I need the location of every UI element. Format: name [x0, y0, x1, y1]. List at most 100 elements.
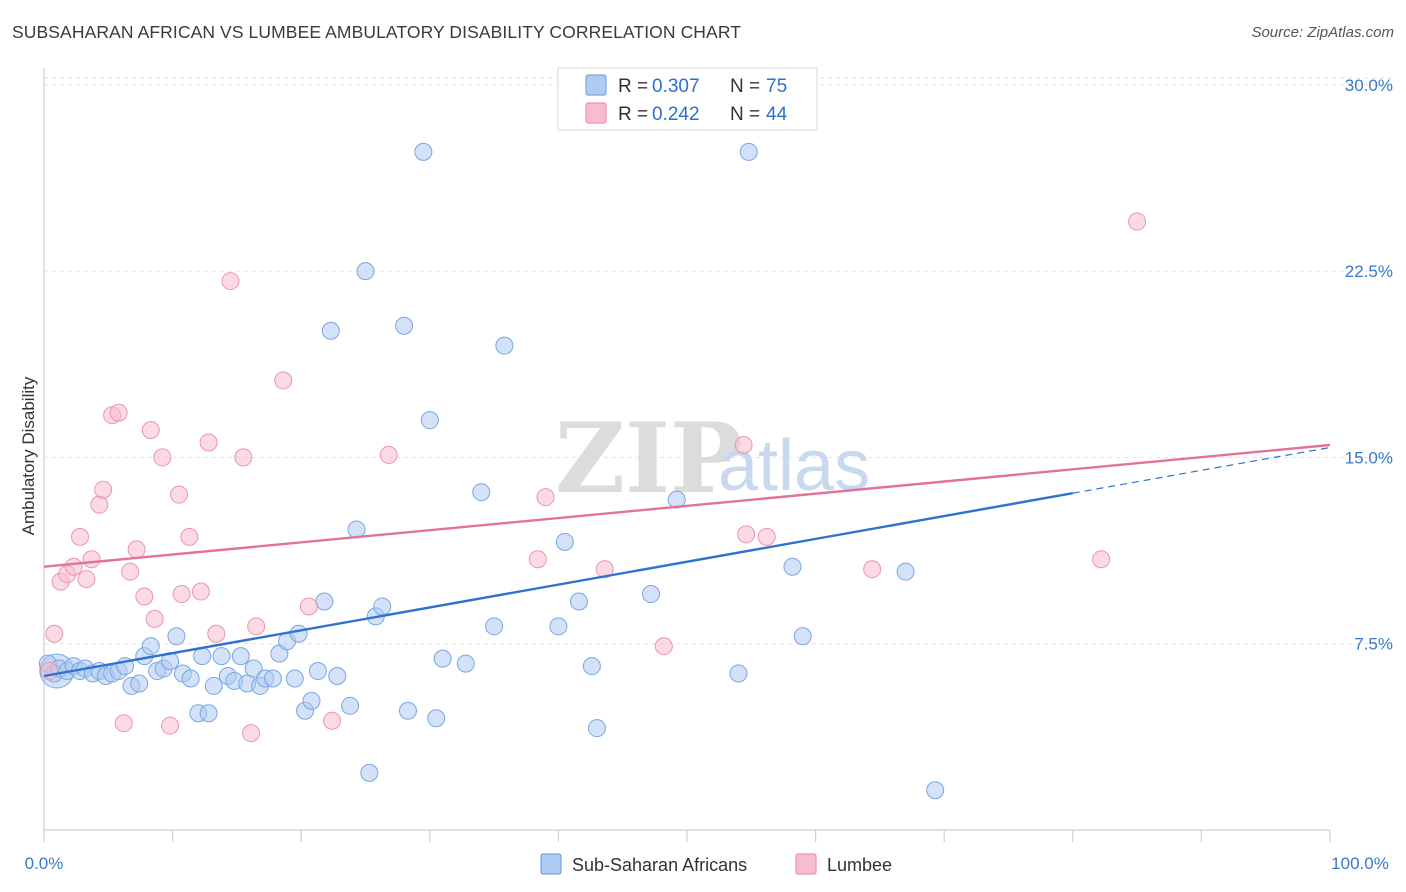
legend-r-label: R =: [618, 76, 648, 97]
data-point-subsaharan: [130, 674, 149, 693]
data-point-lumbee: [94, 480, 113, 499]
source-label: Source: ZipAtlas.com: [1251, 24, 1394, 41]
data-point-subsaharan: [582, 657, 601, 676]
data-point-subsaharan: [212, 647, 231, 666]
data-point-subsaharan: [414, 142, 433, 161]
y-tick-label: 7.5%: [1354, 635, 1393, 654]
data-point-subsaharan: [328, 667, 347, 685]
data-point-lumbee: [161, 716, 180, 735]
y-tick-labels: 7.5% 15.0% 22.5% 30.0%: [1345, 76, 1393, 654]
data-point-subsaharan: [181, 669, 200, 688]
data-point-lumbee: [207, 624, 226, 643]
data-point-subsaharan: [485, 617, 504, 636]
data-point-subsaharan: [356, 262, 375, 281]
data-point-lumbee: [180, 527, 199, 546]
trend-line-subsaharan: [43, 492, 1074, 678]
data-point-subsaharan: [167, 627, 186, 646]
data-point-subsaharan: [244, 659, 263, 678]
data-point-subsaharan: [199, 704, 218, 723]
data-point-subsaharan: [360, 763, 379, 782]
data-point-subsaharan: [193, 647, 212, 666]
data-point-subsaharan: [427, 709, 446, 728]
gridlines: [44, 77, 1395, 645]
data-point-lumbee: [379, 445, 398, 464]
legend-n-value: 75: [766, 76, 787, 97]
data-point-subsaharan: [896, 562, 915, 581]
legend-n-label: N =: [730, 104, 760, 125]
legend-n-label: N =: [730, 76, 760, 97]
data-point-subsaharan: [587, 719, 606, 738]
data-point-lumbee: [64, 557, 83, 576]
trend-line-subsaharan-extension: [1072, 446, 1331, 494]
data-point-lumbee: [71, 527, 90, 546]
data-point-subsaharan: [739, 142, 758, 161]
data-point-lumbee: [90, 495, 109, 514]
bottom-legend-swatch-subsaharan: [540, 853, 562, 875]
data-point-subsaharan: [308, 662, 327, 681]
trend-lines: [43, 443, 1331, 678]
data-point-subsaharan: [373, 597, 392, 616]
legend-r-value: 0.307: [652, 76, 700, 97]
data-point-subsaharan: [783, 557, 802, 576]
data-point-subsaharan: [141, 637, 160, 656]
data-point-lumbee: [141, 421, 160, 440]
data-point-subsaharan: [204, 676, 223, 695]
data-point-lumbee: [242, 724, 261, 743]
data-point-subsaharan: [285, 669, 304, 688]
data-point-lumbee: [536, 488, 555, 507]
y-axis-title: Ambulatory Disability: [19, 376, 38, 535]
data-point-lumbee: [172, 585, 191, 604]
data-point-lumbee: [247, 617, 266, 636]
x-tick-label-max: 100.0%: [1331, 854, 1389, 873]
data-point-lumbee: [82, 550, 101, 569]
data-point-subsaharan: [569, 592, 588, 611]
legend-r-value: 0.242: [652, 104, 700, 125]
bottom-legend-swatch-lumbee: [795, 853, 817, 875]
data-point-lumbee: [323, 711, 342, 730]
data-point-lumbee: [299, 597, 318, 616]
data-point-lumbee: [127, 540, 146, 559]
bottom-legend-label-subsaharan: Sub-Saharan Africans: [572, 855, 747, 875]
data-point-lumbee: [153, 448, 172, 467]
watermark-zip: ZIP: [555, 402, 742, 515]
legend-r-label: R =: [618, 104, 648, 125]
data-point-subsaharan: [315, 592, 334, 611]
data-point-subsaharan: [793, 627, 812, 646]
data-point-lumbee: [45, 624, 64, 643]
data-point-subsaharan: [433, 649, 452, 668]
data-point-lumbee: [737, 525, 756, 544]
y-tick-label: 22.5%: [1345, 262, 1393, 281]
legend: R = 0.307 N = 75 R = 0.242 N = 44: [557, 67, 818, 131]
data-point-subsaharan: [456, 654, 475, 673]
legend-n-value: 44: [766, 104, 788, 125]
data-point-lumbee: [145, 609, 164, 628]
data-point-subsaharan: [231, 647, 250, 666]
data-point-subsaharan: [926, 781, 945, 800]
data-point-subsaharan: [555, 532, 574, 551]
data-point-subsaharan: [641, 585, 660, 604]
data-point-lumbee: [863, 560, 882, 579]
data-point-subsaharan: [667, 490, 686, 509]
data-point-lumbee: [734, 436, 753, 454]
data-point-subsaharan: [289, 624, 308, 643]
x-ticks: [43, 830, 1331, 842]
data-point-lumbee: [191, 582, 210, 601]
data-point-lumbee: [595, 560, 614, 579]
y-tick-label: 15.0%: [1345, 448, 1393, 467]
data-point-lumbee: [135, 587, 154, 606]
chart-title: SUBSAHARAN AFRICAN VS LUMBEE AMBULATORY …: [12, 22, 742, 42]
data-point-lumbee: [757, 527, 776, 546]
data-point-subsaharan: [302, 691, 321, 710]
bottom-legend: Sub-Saharan Africans Lumbee: [540, 853, 892, 875]
data-point-subsaharan: [321, 321, 340, 340]
data-point-subsaharan: [398, 701, 417, 720]
data-point-lumbee: [1092, 550, 1111, 569]
data-point-lumbee: [654, 637, 673, 656]
data-point-lumbee: [199, 433, 218, 452]
data-point-subsaharan: [263, 669, 282, 688]
y-tick-label: 30.0%: [1345, 76, 1393, 95]
data-point-lumbee: [274, 371, 293, 390]
legend-swatch-subsaharan: [585, 74, 607, 96]
data-point-lumbee: [114, 714, 133, 733]
